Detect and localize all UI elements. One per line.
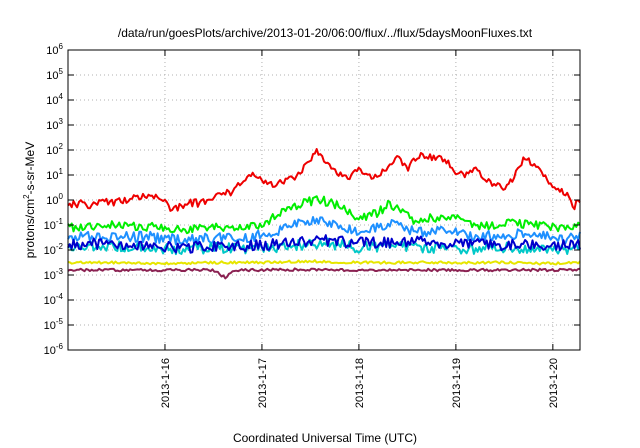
y-axis-label-prefix: protons/cm [23,199,37,258]
series-line-4 [67,237,581,256]
y-tick-base: 10 [46,70,58,82]
y-tick-label: 10-6 [44,342,64,357]
x-tick-label: 2013-1-17 [257,358,269,408]
x-tick-label: 2013-1-19 [451,358,463,408]
series-line-1 [67,148,581,212]
y-tick-base: 10 [44,295,56,307]
y-tick-exponent: -3 [56,267,64,276]
y-axis-label-sup: 2 [22,194,31,199]
y-tick-exponent: -2 [56,242,64,251]
y-tick-label: 105 [46,67,63,82]
series-line-6 [67,259,581,266]
y-tick-label: 10-4 [44,292,64,307]
y-tick-base: 10 [46,120,58,132]
y-tick-label: 103 [46,117,63,132]
y-tick-base: 10 [44,345,56,357]
y-axis: 10610510410310210110010-110-210-310-410-… [44,42,580,357]
y-tick-label: 10-5 [44,317,64,332]
y-tick-base: 10 [46,170,58,182]
x-tick-label: 2013-1-18 [354,358,366,408]
x-tick-label: 2013-1-16 [160,358,172,408]
y-tick-label: 100 [46,192,63,207]
y-tick-label: 101 [46,167,63,182]
y-axis-label: protons/cm2-s-sr-MeV [22,142,37,258]
y-tick-base: 10 [46,145,58,157]
y-tick-base: 10 [44,320,56,332]
y-tick-base: 10 [44,245,56,257]
y-tick-label: 10-1 [44,217,64,232]
y-tick-exponent: 1 [59,167,64,176]
y-tick-exponent: 4 [59,92,64,101]
y-tick-label: 10-2 [44,242,64,257]
y-tick-exponent: 5 [59,67,64,76]
y-tick-exponent: -5 [56,317,64,326]
y-tick-exponent: 0 [59,192,64,201]
x-tick-label: 2013-1-20 [548,358,560,408]
y-tick-exponent: 6 [59,42,64,51]
y-tick-label: 106 [46,42,63,57]
y-tick-label: 102 [46,142,63,157]
series-line-5 [67,234,581,254]
y-tick-exponent: -4 [56,292,64,301]
y-tick-exponent: 3 [59,117,64,126]
x-axis-label: Coordinated Universal Time (UTC) [233,431,417,445]
y-tick-base: 10 [44,220,56,232]
series-line-2 [67,195,581,235]
y-tick-exponent: 2 [59,142,64,151]
y-tick-base: 10 [46,195,58,207]
y-axis-label-suffix: -s-sr-MeV [23,142,37,195]
y-tick-base: 10 [46,45,58,57]
x-axis: 2013-1-16 2013-1-17 2013-1-18 2013-1-19 2013… [160,50,560,408]
series-group [67,148,581,280]
chart-title: /data/run/goesPlots/archive/2013-01-20/0… [118,26,533,40]
series-line-7 [67,267,581,280]
y-tick-label: 10-3 [44,267,64,282]
series-line-3 [67,216,581,246]
y-tick-exponent: -6 [56,342,64,351]
y-tick-exponent: -1 [56,217,64,226]
y-tick-base: 10 [44,270,56,282]
y-tick-base: 10 [46,95,58,107]
y-tick-label: 104 [46,92,63,107]
